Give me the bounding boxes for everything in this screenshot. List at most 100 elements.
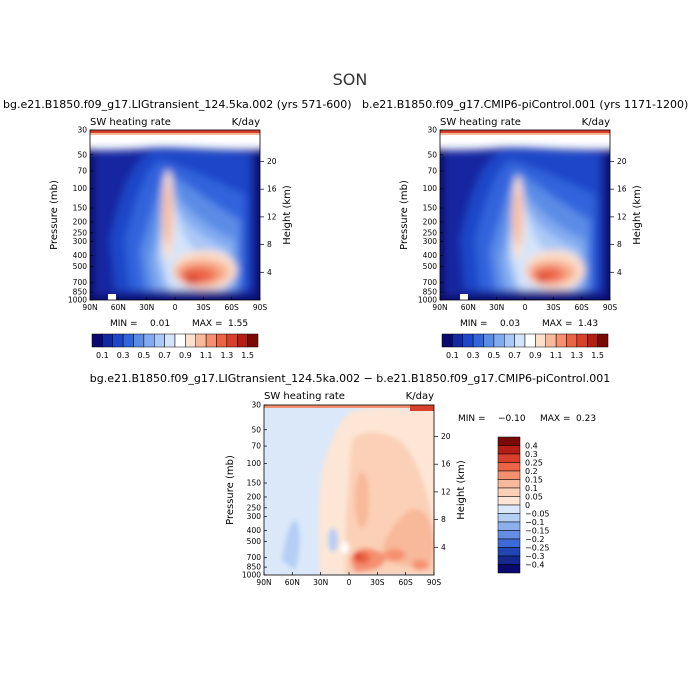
height-tick-label: 16 [441, 460, 451, 469]
height-tick-label: 12 [617, 212, 627, 221]
colorbar-swatch [133, 333, 145, 348]
y-tick-label: 70 [77, 167, 87, 176]
y-tick-label: 200 [423, 217, 438, 226]
colorbar-label: 0 [525, 501, 530, 510]
x-tick-label: 90S [253, 303, 268, 312]
panel-3-min: −0.10 [498, 414, 526, 424]
y-tick-label: 1000 [418, 296, 437, 305]
colorbar-label: −0.25 [525, 544, 550, 553]
colorbar-swatch [497, 445, 521, 455]
colorbar-swatch [524, 333, 536, 348]
panel-3-max: 0.23 [576, 414, 596, 424]
colorbar-swatch [597, 333, 609, 348]
colorbar-label: 0.05 [525, 493, 543, 502]
colorbar-label: −0.05 [525, 510, 550, 519]
x-tick-label: 60S [225, 303, 240, 312]
y-tick-label: 500 [247, 537, 262, 546]
colorbar-1: 0.1 0.3 0.5 0.7 0.9 1.1 1.3 1.5 [91, 333, 259, 360]
x-tick-label: 0 [523, 303, 528, 312]
colorbar-2: 0.1 0.3 0.5 0.7 0.9 1.1 1.3 1.5 [441, 333, 609, 360]
y-tick-label: 100 [73, 184, 88, 193]
height-tick-label: 4 [441, 543, 446, 552]
height-tick-label: 12 [441, 487, 451, 496]
colorbar-swatch [535, 333, 546, 348]
figure-title: SON [333, 70, 368, 89]
height-tick-label: 16 [617, 185, 627, 194]
colorbar-label: 0.25 [525, 459, 543, 468]
colorbar-label: 0.5 [488, 351, 501, 360]
x-tick-label: 30N [139, 303, 154, 312]
panel-1-left-label: SW heating rate [90, 117, 171, 128]
colorbar-label: 0.9 [179, 351, 192, 360]
panel-2: b.e21.B1850.f09_g17.CMIP6-piControl.001 … [362, 98, 688, 329]
colorbar-swatch [497, 538, 521, 548]
panel-1-axes: 90N 60N 30N 0 30S 60S 90S 30 50 70 100 150 200 250300… [68, 126, 277, 313]
colorbar-label: 1.3 [221, 351, 234, 360]
y-tick-label: 300 [423, 237, 438, 246]
panel-2-title: b.e21.B1850.f09_g17.CMIP6-piControl.001 … [362, 98, 688, 111]
y-tick-label: 200 [73, 217, 88, 226]
colorbar-swatch [514, 333, 526, 348]
colorbar-label: 0.7 [158, 351, 171, 360]
colorbar-label: 0.5 [138, 351, 151, 360]
y-tick-label: 250 [247, 503, 262, 512]
colorbar-swatch [205, 333, 217, 348]
panel-2-field [440, 130, 610, 300]
colorbar-swatch [497, 547, 521, 557]
y-tick-label: 1000 [68, 296, 87, 305]
y-tick-label: 850 [73, 288, 88, 297]
colorbar-swatch [472, 333, 484, 348]
y-tick-label: 400 [73, 251, 88, 260]
height-tick-label: 4 [617, 268, 622, 277]
y-tick-label: 500 [423, 262, 438, 271]
panel-3-max-label: MAX = [540, 414, 571, 424]
colorbar-swatch [497, 521, 521, 531]
colorbar-swatch [497, 487, 521, 497]
colorbar-label: 1.3 [571, 351, 584, 360]
colorbar-label: 0.3 [525, 450, 538, 459]
y-tick-label: 70 [427, 167, 437, 176]
colorbar-swatch [497, 555, 521, 565]
panel-1-ylabel: Pressure (mb) [49, 180, 60, 250]
colorbar-swatch [545, 333, 557, 348]
height-tick-label: 16 [267, 185, 277, 194]
panel-1-min-label: MIN = [110, 319, 138, 329]
y-tick-label: 500 [73, 262, 88, 271]
height-tick-label: 20 [267, 157, 277, 166]
y-tick-label: 150 [423, 204, 438, 213]
colorbar-label: −0.1 [525, 518, 544, 527]
y-tick-label: 50 [427, 150, 437, 159]
colorbar-swatch [112, 333, 124, 348]
panel-2-ylabel: Pressure (mb) [399, 180, 410, 250]
y-tick-label: 50 [77, 150, 87, 159]
colorbar-label: −0.2 [525, 535, 544, 544]
colorbar-3: 0.40.30.250.20.150.10.050−0.05−0.1−0.15−… [497, 436, 550, 574]
x-tick-label: 30S [546, 303, 561, 312]
y-tick-label: 30 [427, 126, 437, 135]
x-tick-label: 0 [347, 578, 352, 587]
x-tick-label: 90S [427, 578, 442, 587]
panel-3-title: bg.e21.B1850.f09_g17.LIGtransient_124.5k… [90, 372, 610, 385]
colorbar-swatch [497, 530, 521, 540]
y-tick-label: 200 [247, 492, 262, 501]
colorbar-label: 0.3 [467, 351, 480, 360]
height-tick-label: 8 [617, 240, 622, 249]
colorbar-label: 1.5 [241, 351, 254, 360]
y-tick-label: 700 [247, 553, 262, 562]
colorbar-swatch [216, 333, 228, 348]
y-tick-label: 1000 [242, 571, 261, 580]
colorbar-label: 1.1 [550, 351, 563, 360]
panel-1-max: 1.55 [228, 319, 248, 329]
x-tick-label: 60N [111, 303, 126, 312]
colorbar-swatch [497, 436, 521, 446]
colorbar-swatch [143, 333, 155, 348]
colorbar-swatch [493, 333, 505, 348]
x-tick-label: 60N [461, 303, 476, 312]
colorbar-swatch [195, 333, 207, 348]
panel-3-min-label: MIN = [458, 414, 486, 424]
x-tick-label: 90N [82, 303, 97, 312]
colorbar-swatch [497, 462, 521, 472]
panel-3-units: K/day [406, 391, 434, 402]
colorbar-swatch [497, 453, 521, 463]
panel-1-title: bg.e21.B1850.f09_g17.LIGtransient_124.5k… [3, 98, 352, 111]
